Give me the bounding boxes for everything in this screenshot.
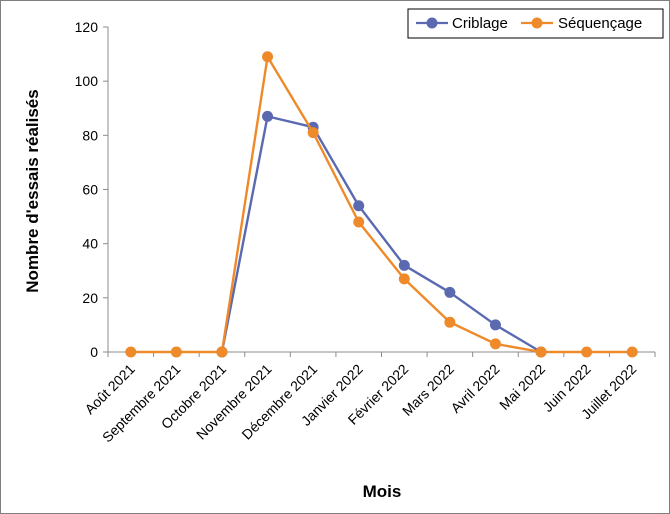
x-tick-label: Avril 2022 [447,361,502,416]
series-line-sequencage [130,55,633,354]
data-point-criblage [444,286,456,298]
y-tick-label: 120 [75,19,99,35]
y-tick-label: 80 [82,127,98,143]
legend-sequencage-label: Séquençage [558,15,642,32]
legend-sequencage-marker [531,17,543,29]
y-tick-label: 0 [90,344,98,360]
legend-criblage-label: Criblage [452,15,508,32]
y-tick-label: 40 [82,236,98,252]
y-axis-title: Nombre d'essais réalisés [23,89,42,292]
x-tick-label: Septembre 2021 [99,361,184,446]
data-point-sequencage [125,346,137,358]
legend: Criblage Séquençage [407,8,664,39]
data-point-criblage [398,259,410,271]
data-point-sequencage [581,346,593,358]
series-area [125,51,638,358]
series-line-criblage [220,115,542,354]
data-point-sequencage [626,346,638,358]
data-point-sequencage [444,316,456,328]
data-point-sequencage [216,346,228,358]
y-tick-label: 100 [75,73,99,89]
data-point-criblage [353,200,365,212]
data-point-criblage [489,319,501,331]
data-point-sequencage [535,346,547,358]
data-point-criblage [262,110,274,122]
x-axis-title: Mois [363,482,402,501]
data-point-sequencage [489,338,501,350]
data-point-sequencage [353,216,365,228]
data-point-sequencage [307,127,319,139]
y-axis: 0 20 40 60 80 100 120 [75,19,109,360]
legend-criblage-marker [426,17,438,29]
data-point-sequencage [262,51,274,63]
y-tick-label: 20 [82,290,98,306]
y-tick-label: 60 [82,182,98,198]
data-point-sequencage [170,346,182,358]
data-point-sequencage [398,273,410,285]
